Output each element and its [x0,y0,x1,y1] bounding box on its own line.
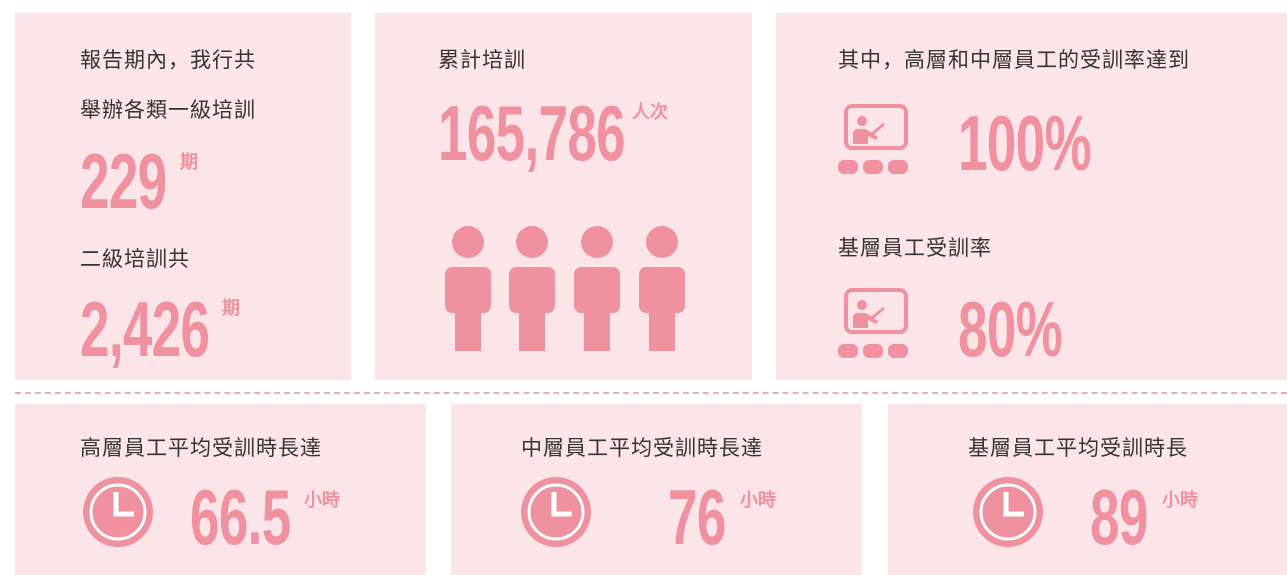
summary-panel [15,13,351,380]
unit: 期 [222,298,240,319]
clock-icon [973,477,1043,547]
level2-label: 二級培訓共 [80,247,190,271]
hours-panel [15,404,426,575]
level1-count: 229 [80,137,167,225]
senior-rate-value: 100% [958,99,1092,187]
base-rate-value: 80% [958,285,1063,373]
hours-label: 基層員工平均受訓時長 [968,436,1188,460]
unit: 期 [180,152,198,173]
total-panel [375,13,752,380]
hours-value: 76 [668,473,726,561]
unit: 小時 [740,490,776,511]
intro-text: 舉辦各類一級培訓 [80,98,256,122]
presentation-icon [838,288,908,358]
total-label: 累計培訓 [438,48,526,72]
hours-panel [451,404,862,575]
senior-rate-label: 其中，高層和中層員工的受訓率達到 [838,48,1190,72]
total-value: 165,786 [438,89,626,177]
people-icon [445,226,685,351]
level2-count: 2,426 [80,285,210,373]
hours-label: 中層員工平均受訓時長達 [521,436,763,460]
unit: 人次 [632,102,668,123]
hours-value: 66.5 [190,473,291,561]
unit: 小時 [304,490,340,511]
hours-value: 89 [1090,473,1148,561]
intro-text: 報告期內，我行共 [80,48,256,72]
presentation-icon [838,104,908,174]
base-rate-label: 基層員工受訓率 [838,236,992,260]
clock-icon [83,477,153,547]
divider [15,392,1287,394]
clock-icon [521,477,591,547]
hours-label: 高層員工平均受訓時長達 [80,436,322,460]
unit: 小時 [1162,490,1198,511]
hours-panel [888,404,1287,575]
